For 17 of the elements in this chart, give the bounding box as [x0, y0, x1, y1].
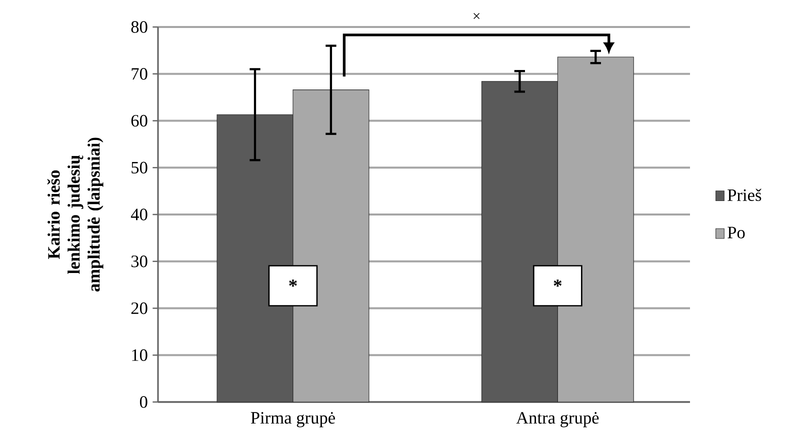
legend-label: Po [728, 226, 745, 238]
y-tick-label: 70 [132, 68, 148, 80]
text: × [474, 13, 480, 19]
y-axis-title: Kairio riešo lenkimo judesių amplitudė (laipsniai) [47, 138, 104, 292]
y-tick-label: 20 [131, 302, 148, 314]
y-tick-label: 60 [131, 114, 148, 127]
y-tick-label: 50 [132, 162, 148, 174]
y-tick-label: 30 [131, 256, 148, 268]
legend-label: Prieš [728, 188, 762, 202]
y-tick-label: 10 [132, 349, 148, 361]
x-tick-label: Pirma grupė [250, 412, 335, 428]
y-tick-label: 0 [140, 396, 148, 408]
annotation: * [554, 280, 562, 287]
x-tick-label: Antra grupė [516, 412, 599, 428]
y-tick-label: 40 [130, 208, 148, 220]
y-tick-label: 80 [131, 21, 148, 33]
annotation: * [289, 280, 297, 287]
